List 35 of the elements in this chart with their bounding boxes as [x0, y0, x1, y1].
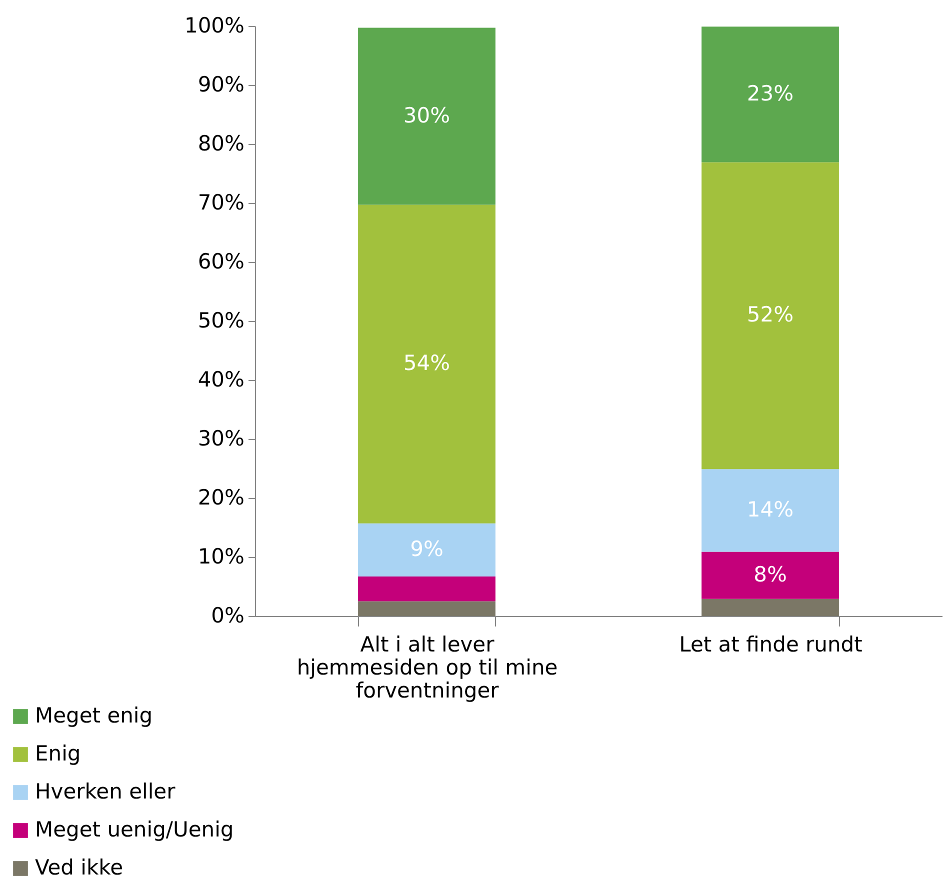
data-label: 30% [403, 103, 450, 128]
bar [702, 469, 839, 552]
y-tick-label: 60% [198, 250, 244, 274]
bar [358, 601, 496, 616]
data-label: 8% [754, 562, 787, 586]
bar [702, 162, 839, 470]
x-tick-label: Alt i alt lever hjemmesiden op til mine forventninger [296, 632, 558, 702]
bar [358, 28, 496, 205]
bar [702, 26, 839, 162]
y-tick-label: 70% [198, 190, 244, 214]
y-tick-label: 0% [211, 604, 244, 628]
y-tick-label: 80% [198, 132, 244, 156]
legend-label: Enig [35, 742, 81, 766]
y-tick-label: 50% [198, 308, 244, 332]
bar [702, 598, 839, 616]
bar [358, 523, 496, 576]
y-tick-label: 100% [184, 14, 244, 38]
legend-label: Ved ikke [35, 856, 123, 880]
y-tick-label: 90% [198, 72, 244, 96]
legend-label: Meget uenig/Uenig [35, 818, 234, 842]
data-label: 23% [746, 81, 794, 106]
bar [358, 204, 496, 524]
y-tick-label: 20% [198, 486, 244, 510]
y-tick-label: 30% [198, 426, 244, 450]
x-tick-label: Let at finde rundt [679, 632, 862, 656]
legend-label: Hverken eller [35, 780, 176, 804]
data-label: 14% [746, 497, 794, 522]
y-tick-label: 40% [198, 368, 244, 392]
data-label: 52% [746, 302, 794, 327]
legend-label: Meget enig [35, 704, 153, 728]
bar [358, 576, 496, 602]
data-label: 54% [403, 351, 450, 376]
y-tick-label: 10% [198, 544, 244, 568]
data-label: 9% [410, 536, 444, 561]
bar [702, 552, 839, 599]
